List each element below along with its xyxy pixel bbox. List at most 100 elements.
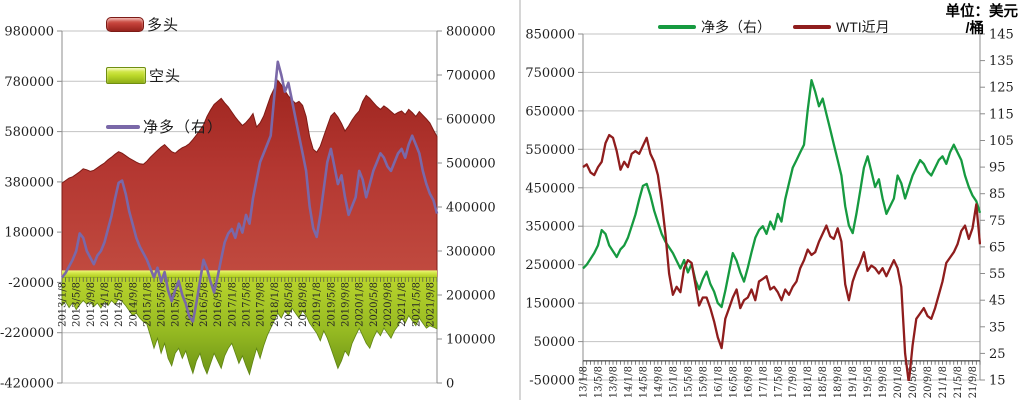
y-axis-label: 55 bbox=[989, 267, 1006, 282]
x-axis-label: 17/9/8 bbox=[788, 366, 799, 398]
x-axis-label: 2017/5/8 bbox=[242, 282, 253, 327]
long-area bbox=[61, 79, 438, 278]
net-long-line bbox=[582, 78, 981, 309]
y-axis-label: 115 bbox=[989, 107, 1014, 122]
y-axis-label: 105 bbox=[989, 134, 1014, 149]
legend-item-net: 净多（右） bbox=[106, 116, 256, 137]
y-axis-label: 0 bbox=[446, 377, 454, 392]
right-chart-legend: 净多（右） WTI近月 bbox=[658, 17, 912, 37]
x-axis-label: 19/5/8 bbox=[863, 366, 874, 398]
x-axis-label: 18/9/8 bbox=[833, 366, 844, 398]
left-chart-legend: 多头 空头 净多（右） bbox=[106, 14, 256, 167]
y-axis-label: -20000 bbox=[8, 276, 54, 291]
y-axis-labels-left: 980000 780000 580000 380000 180000 -20000 -220… bbox=[0, 25, 62, 392]
x-axis-label: 2014/1/8 bbox=[100, 282, 111, 327]
x-axis-label: 14/5/8 bbox=[638, 366, 649, 398]
short-area bbox=[61, 277, 438, 376]
x-axis-label: 15/1/8 bbox=[668, 366, 679, 398]
x-axis-labels: 13/1/8 13/5/8 13/9/8 14/1/8 14/5/8 14/9/8 15/1… bbox=[579, 366, 980, 398]
y-axis-label: 750000 bbox=[525, 66, 575, 81]
y-axis-label: 180000 bbox=[4, 226, 54, 241]
short-area-icon bbox=[106, 67, 146, 84]
x-axis-label: 13/5/8 bbox=[594, 366, 605, 398]
legend-label-short: 空头 bbox=[149, 68, 182, 85]
y-axis-label: 100000 bbox=[446, 333, 496, 348]
x-axis-label: 2014/5/8 bbox=[114, 282, 125, 327]
right-chart-svg: 13/1/8 13/5/8 13/9/8 14/1/8 14/5/8 14/9/8 15/1… bbox=[525, 28, 1014, 399]
y-axis-labels-right: 145 135 125 115 105 95 85 75 65 55 45 35 25 15 bbox=[980, 28, 1014, 389]
chart-divider bbox=[519, 0, 521, 400]
x-axis-label: 2020/5/8 bbox=[369, 282, 380, 327]
y-axis-label: 780000 bbox=[4, 75, 54, 90]
x-axis-label: 2016/5/8 bbox=[199, 282, 210, 327]
x-axis-label: 14/9/8 bbox=[653, 366, 664, 398]
y-axis-label: 580000 bbox=[4, 125, 54, 140]
net-line-icon bbox=[106, 124, 140, 129]
x-axis-label: 2018/5/8 bbox=[284, 282, 295, 327]
x-axis-label: 14/1/8 bbox=[623, 366, 634, 398]
y-axis-label: 95 bbox=[989, 161, 1006, 176]
y-axis-label: 600000 bbox=[446, 113, 496, 128]
y-axis-label: 15 bbox=[989, 374, 1006, 389]
y-axis-label: 500000 bbox=[446, 157, 496, 172]
x-axis-label: 18/5/8 bbox=[818, 366, 829, 398]
net-long-line bbox=[60, 60, 439, 323]
y-axis-label: 135 bbox=[989, 54, 1014, 69]
legend-label-long: 多头 bbox=[147, 17, 180, 34]
wti-line bbox=[582, 133, 981, 381]
x-axis-label: 2016/9/8 bbox=[213, 282, 224, 327]
unit-line1: 单位：美元 bbox=[945, 4, 1019, 20]
left-chart-svg: 2013/1/8 2013/5/8 2013/9/8 2014/1/8 2014/5/8… bbox=[0, 25, 496, 392]
unit-line2: /桶 bbox=[965, 21, 984, 37]
x-axis-label: 19/9/8 bbox=[878, 366, 889, 398]
y-axis-label: 350000 bbox=[525, 220, 575, 235]
x-axis-label: 21/9/8 bbox=[968, 366, 979, 398]
x-axis-label: 15/9/8 bbox=[698, 366, 709, 398]
x-axis-label: 2018/9/8 bbox=[298, 282, 309, 327]
y-axis-labels-right: 800000 700000 600000 500000 400000 300000 2000… bbox=[437, 25, 496, 392]
x-axis-ticks bbox=[582, 360, 981, 365]
x-axis-label: 20/5/8 bbox=[908, 366, 919, 398]
x-axis-label: 2019/1/8 bbox=[312, 282, 323, 327]
legend-label-net-right: 净多（右） bbox=[701, 19, 771, 35]
x-axis-label: 2021/5/8 bbox=[411, 282, 422, 327]
y-axis-label: 200000 bbox=[446, 289, 496, 304]
legend-label-net: 净多（右） bbox=[143, 119, 224, 136]
zero-band bbox=[62, 270, 437, 278]
x-axis-label: 2021/9/8 bbox=[425, 282, 436, 327]
x-axis-label: 16/5/8 bbox=[728, 366, 739, 398]
legend-item-short: 空头 bbox=[106, 65, 256, 86]
y-axis-label: 800000 bbox=[446, 25, 496, 40]
x-axis-label: 15/5/8 bbox=[683, 366, 694, 398]
x-axis-label: 21/1/8 bbox=[938, 366, 949, 398]
y-axis-labels-left: 850000 750000 650000 550000 450000 350000 2500… bbox=[525, 28, 583, 389]
long-area-icon bbox=[106, 17, 144, 32]
y-axis-label: 850000 bbox=[525, 28, 575, 43]
y-axis-label: 25 bbox=[989, 347, 1006, 362]
x-axis-labels: 2013/1/8 2013/5/8 2013/9/8 2014/1/8 2014/5/8… bbox=[58, 282, 437, 327]
x-axis-label: 20/1/8 bbox=[893, 366, 904, 398]
y-axis-label: 50000 bbox=[534, 335, 575, 350]
x-axis-label: 2015/5/8 bbox=[157, 282, 168, 327]
y-axis-label: 550000 bbox=[525, 143, 575, 158]
x-axis-label: 21/5/8 bbox=[953, 366, 964, 398]
y-axis-label: 250000 bbox=[525, 258, 575, 273]
unit-label: 单位：美元 /桶 bbox=[878, 4, 1019, 38]
y-axis-label: 45 bbox=[989, 294, 1006, 309]
x-axis-label: 2019/9/8 bbox=[341, 282, 352, 327]
x-axis-label: 2018/1/8 bbox=[270, 282, 281, 327]
series-lines bbox=[582, 78, 981, 381]
x-axis-ticks bbox=[61, 277, 438, 282]
x-axis-label: 2015/1/8 bbox=[142, 282, 153, 327]
legend-item-long: 多头 bbox=[106, 14, 256, 35]
x-axis-label: 2013/9/8 bbox=[86, 282, 97, 327]
y-axis-label: 125 bbox=[989, 81, 1014, 96]
x-axis-label: 16/1/8 bbox=[713, 366, 724, 398]
legend-item-wti: WTI近月 bbox=[793, 17, 890, 37]
y-axis-label: 75 bbox=[989, 214, 1006, 229]
x-axis-label: 20/9/8 bbox=[923, 366, 934, 398]
y-axis-label: 650000 bbox=[525, 104, 575, 119]
x-axis-label: 2016/1/8 bbox=[185, 282, 196, 327]
y-axis-label: 145 bbox=[989, 28, 1014, 43]
